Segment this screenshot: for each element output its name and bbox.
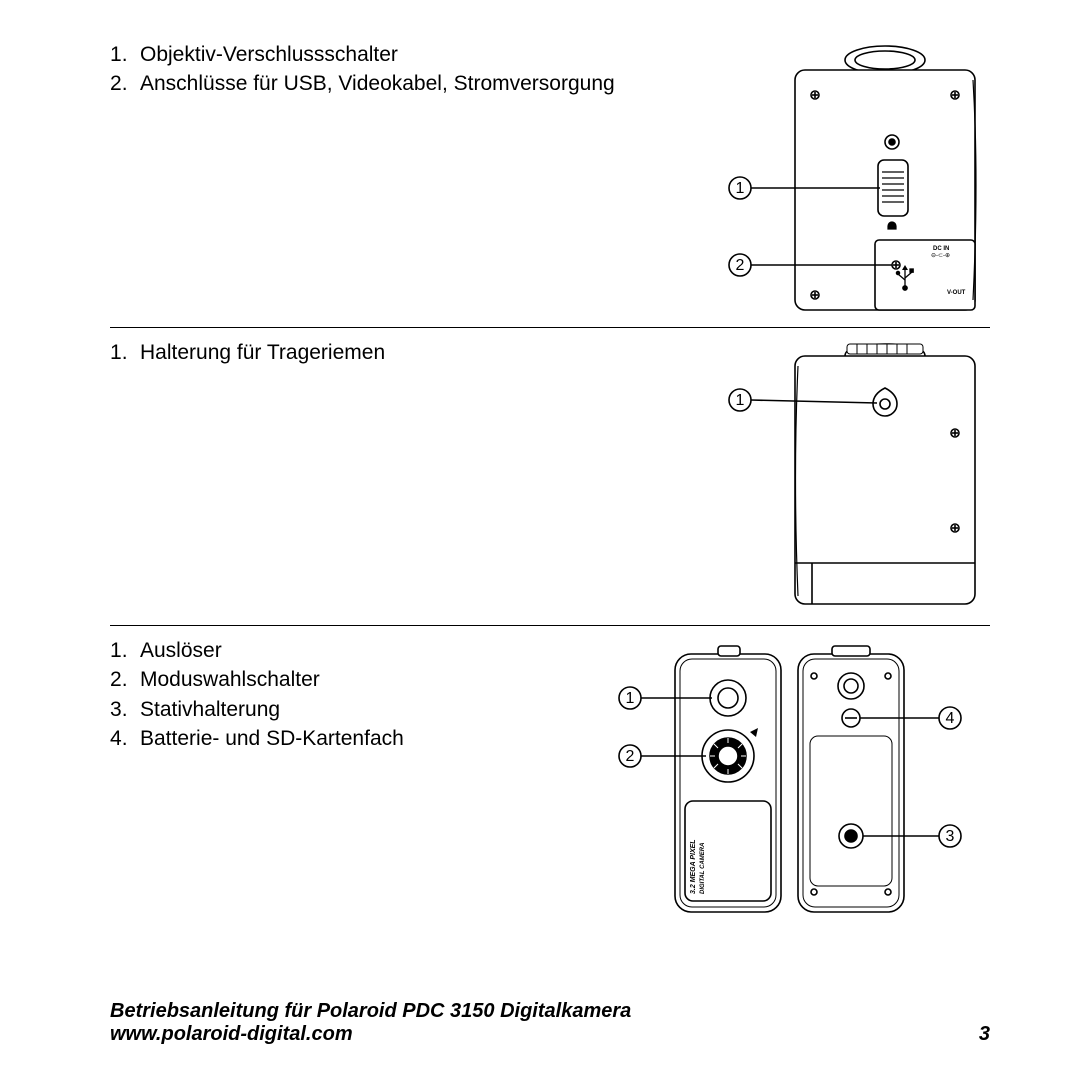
section-3-list: Auslöser Moduswahlschalter Stativhalteru… (110, 636, 570, 754)
svg-text:3.2 MEGA PIXEL: 3.2 MEGA PIXEL (690, 839, 697, 894)
list-item: Stativhalterung (110, 695, 570, 724)
svg-text:1: 1 (626, 690, 635, 707)
svg-text:2: 2 (736, 257, 745, 274)
svg-text:2: 2 (626, 748, 635, 765)
section-side-view: Objektiv-Verschlussschalter Anschlüsse f… (110, 30, 990, 328)
diagram-3: 3.2 MEGA PIXEL DIGITAL CAMERA (570, 636, 990, 926)
list-item: Anschlüsse für USB, Videokabel, Stromver… (110, 69, 660, 98)
list-item: Auslöser (110, 636, 570, 665)
page-number: 3 (979, 1023, 990, 1046)
svg-text:1: 1 (736, 392, 745, 409)
section-2-list: Halterung für Trageriemen (110, 338, 660, 367)
footer-title: Betriebsanleitung für Polaroid PDC 3150 … (110, 1000, 631, 1023)
section-1-list: Objektiv-Verschlussschalter Anschlüsse f… (110, 40, 660, 99)
svg-text:4: 4 (946, 710, 955, 727)
svg-text:DC IN: DC IN (933, 246, 949, 252)
list-item: Halterung für Trageriemen (110, 338, 660, 367)
diagram-2: 1 (660, 338, 990, 623)
list-item: Moduswahlschalter (110, 665, 570, 694)
svg-text:⊖-⊂-⊕: ⊖-⊂-⊕ (931, 253, 950, 259)
section-top-bottom: Auslöser Moduswahlschalter Stativhalteru… (110, 626, 990, 926)
svg-text:DIGITAL CAMERA: DIGITAL CAMERA (700, 843, 706, 894)
section-other-side: Halterung für Trageriemen (110, 328, 990, 626)
list-item: Batterie- und SD-Kartenfach (110, 724, 570, 753)
list-item: Objektiv-Verschlussschalter (110, 40, 660, 69)
svg-text:3: 3 (946, 828, 955, 845)
svg-text:1: 1 (736, 180, 745, 197)
footer-url: www.polaroid-digital.com (110, 1023, 631, 1046)
diagram-1: DC IN ⊖-⊂-⊕ V-OUT 1 (660, 40, 990, 325)
svg-text:V-OUT: V-OUT (947, 290, 966, 296)
page-footer: Betriebsanleitung für Polaroid PDC 3150 … (110, 1000, 990, 1046)
